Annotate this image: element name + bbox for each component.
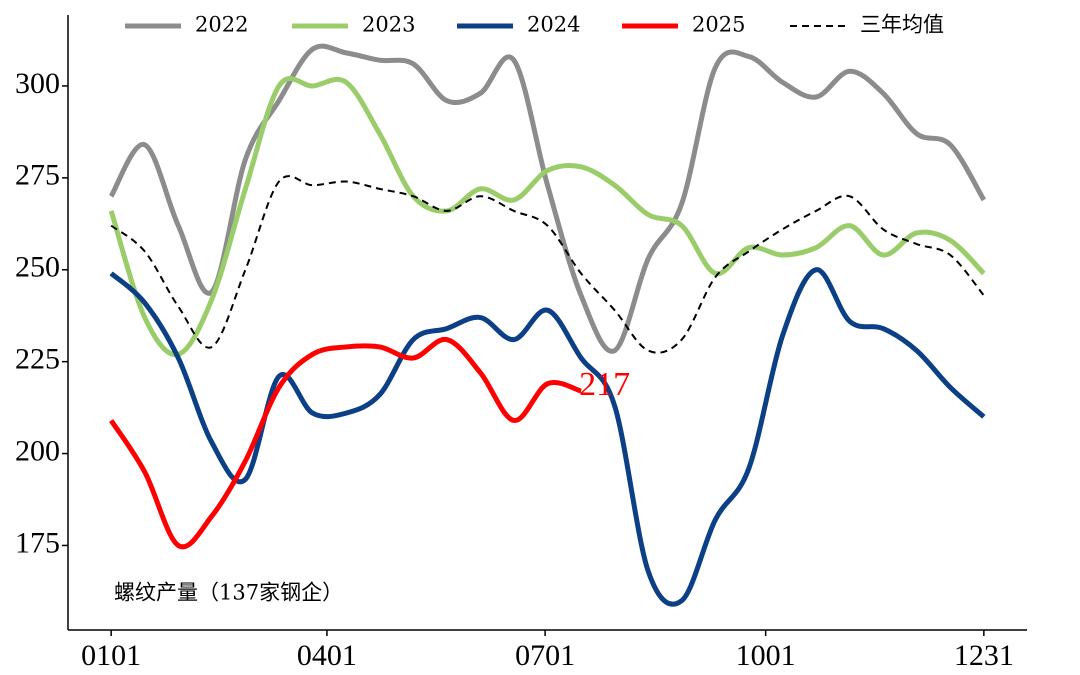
y-tick-label: 200	[15, 434, 60, 467]
x-tick-label: 0701	[515, 639, 575, 672]
y-tick-label: 225	[15, 343, 60, 376]
legend-label: 2023	[362, 13, 415, 37]
legend-label: 2022	[195, 13, 248, 37]
x-tick-label: 0401	[297, 639, 357, 672]
legend-label: 三年均值	[860, 13, 944, 37]
x-tick-label: 1001	[736, 639, 796, 672]
series-line	[108, 76, 986, 358]
y-tick-label: 250	[15, 251, 60, 284]
annotation: 螺纹产量（137家钢企）	[114, 581, 343, 605]
y-tick-label: 175	[15, 526, 60, 559]
data-label: 217	[579, 366, 630, 403]
series-line	[109, 337, 582, 550]
x-tick-label: 0101	[81, 639, 141, 672]
series-line	[108, 43, 986, 354]
y-tick-label: 300	[15, 67, 60, 100]
x-tick-label: 1231	[954, 639, 1014, 672]
legend-label: 2025	[692, 13, 745, 37]
legend-label: 2024	[527, 13, 580, 37]
y-tick-label: 275	[15, 159, 60, 192]
series-line	[109, 267, 986, 607]
